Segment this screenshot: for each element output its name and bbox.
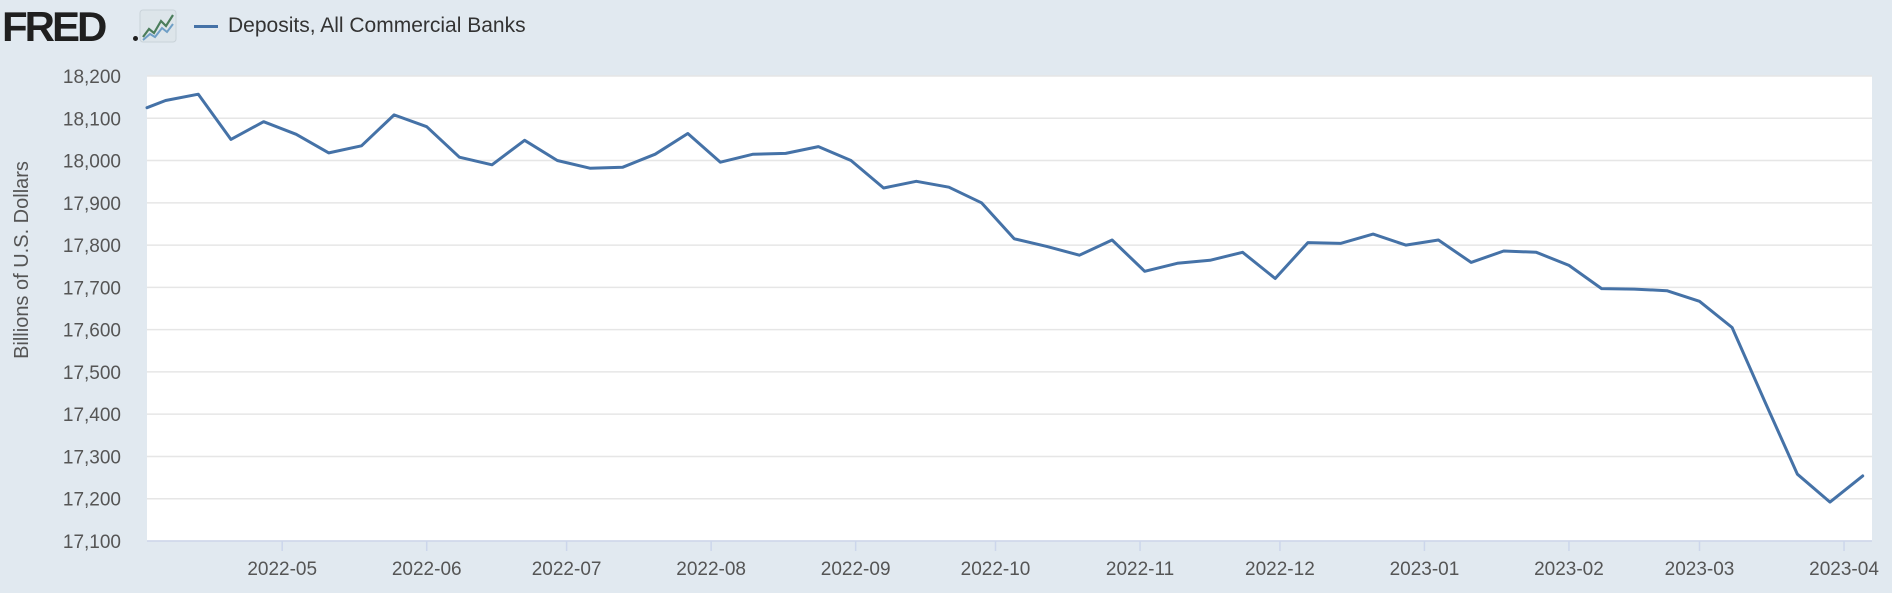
data-point[interactable]	[881, 185, 887, 191]
x-tick-label: 2022-12	[1245, 559, 1315, 580]
data-point[interactable]	[1044, 243, 1050, 249]
x-tick-label: 2022-08	[676, 559, 746, 580]
data-point[interactable]	[326, 150, 332, 156]
data-point[interactable]	[1599, 286, 1605, 292]
legend-label[interactable]: Deposits, All Commercial Banks	[228, 14, 526, 37]
data-point[interactable]	[1109, 237, 1115, 243]
data-point[interactable]	[1729, 325, 1735, 331]
data-point[interactable]	[1664, 288, 1670, 294]
data-point[interactable]	[1697, 298, 1703, 304]
series-group	[144, 91, 1866, 505]
x-tick-label: 2023-04	[1809, 559, 1879, 580]
y-tick-label: 17,500	[63, 363, 121, 384]
data-point[interactable]	[1762, 399, 1768, 405]
logo-registered-dot	[133, 36, 138, 41]
fred-logo[interactable]: FRED	[2, 3, 107, 50]
data-point[interactable]	[1240, 249, 1246, 255]
x-tick-label: 2022-06	[392, 559, 462, 580]
data-point[interactable]	[652, 151, 658, 157]
data-point[interactable]	[1011, 236, 1017, 242]
y-tick-label: 18,200	[63, 67, 121, 88]
data-point[interactable]	[1305, 240, 1311, 246]
data-point[interactable]	[1468, 259, 1474, 265]
data-point[interactable]	[1207, 257, 1213, 263]
y-tick-label: 18,100	[63, 109, 121, 130]
data-point[interactable]	[1370, 231, 1376, 237]
x-tick-label: 2022-10	[961, 559, 1031, 580]
data-point[interactable]	[1566, 262, 1572, 268]
data-point[interactable]	[261, 119, 267, 125]
x-tick-label: 2022-11	[1106, 559, 1174, 580]
x-axis: 2022-05 2022-06 2022-07 2022-08 2022-09 2022-…	[147, 540, 1879, 580]
data-point[interactable]	[815, 144, 821, 150]
data-point[interactable]	[1794, 471, 1800, 477]
data-point[interactable]	[587, 165, 593, 171]
data-point[interactable]	[1174, 260, 1180, 266]
x-tick-label: 2022-05	[247, 559, 317, 580]
data-point[interactable]	[685, 131, 691, 137]
y-tick-label: 17,800	[63, 236, 121, 257]
data-point[interactable]	[913, 178, 919, 184]
data-point[interactable]	[717, 159, 723, 165]
data-point[interactable]	[750, 151, 756, 157]
data-point[interactable]	[979, 200, 985, 206]
data-point[interactable]	[1338, 240, 1344, 246]
data-point[interactable]	[144, 105, 150, 111]
data-point[interactable]	[522, 137, 528, 143]
x-tick-label: 2022-09	[821, 559, 891, 580]
data-point[interactable]	[489, 162, 495, 168]
y-tick-label: 17,300	[63, 447, 121, 468]
line-chart-icon	[139, 9, 177, 43]
y-tick-label: 17,700	[63, 278, 121, 299]
y-tick-label: 17,400	[63, 405, 121, 426]
data-point[interactable]	[163, 98, 169, 104]
x-tick-label: 2023-03	[1665, 559, 1735, 580]
data-point[interactable]	[1435, 237, 1441, 243]
legend-line-swatch	[194, 25, 218, 28]
data-point[interactable]	[1403, 242, 1409, 248]
data-point[interactable]	[1631, 286, 1637, 292]
data-point[interactable]	[848, 158, 854, 164]
data-point[interactable]	[946, 184, 952, 190]
data-point[interactable]	[1272, 276, 1278, 282]
y-tick-label: 17,600	[63, 321, 121, 342]
data-point[interactable]	[620, 164, 626, 170]
data-point[interactable]	[1501, 248, 1507, 254]
y-tick-label: 17,900	[63, 194, 121, 215]
data-point[interactable]	[554, 158, 560, 164]
data-point[interactable]	[391, 112, 397, 118]
graph-header: FRED Deposits, All Commercial Banks	[0, 0, 1892, 60]
data-point[interactable]	[783, 150, 789, 156]
data-point[interactable]	[1076, 252, 1082, 258]
x-tick-label: 2022-07	[532, 559, 602, 580]
data-point[interactable]	[1533, 249, 1539, 255]
data-point[interactable]	[228, 136, 234, 142]
data-point[interactable]	[1827, 499, 1833, 505]
y-tick-label: 17,100	[63, 532, 121, 553]
x-tick-label: 2023-01	[1390, 559, 1460, 580]
data-point[interactable]	[424, 124, 430, 130]
data-point[interactable]	[1860, 473, 1866, 479]
y-tick-label: 17,200	[63, 490, 121, 511]
data-point[interactable]	[456, 154, 462, 160]
data-point[interactable]	[359, 143, 365, 149]
data-point[interactable]	[195, 91, 201, 97]
data-point[interactable]	[293, 131, 299, 137]
series-line-deposits[interactable]	[145, 92, 1865, 504]
y-tick-label: 18,000	[63, 152, 121, 173]
y-axis: 17,100 17,200 17,300 17,400 17,500 17,600 17,7…	[63, 67, 121, 553]
plot-background	[147, 76, 1872, 541]
data-point[interactable]	[1142, 268, 1148, 274]
x-tick-label: 2023-02	[1534, 559, 1604, 580]
y-axis-title: Billions of U.S. Dollars	[11, 161, 33, 359]
